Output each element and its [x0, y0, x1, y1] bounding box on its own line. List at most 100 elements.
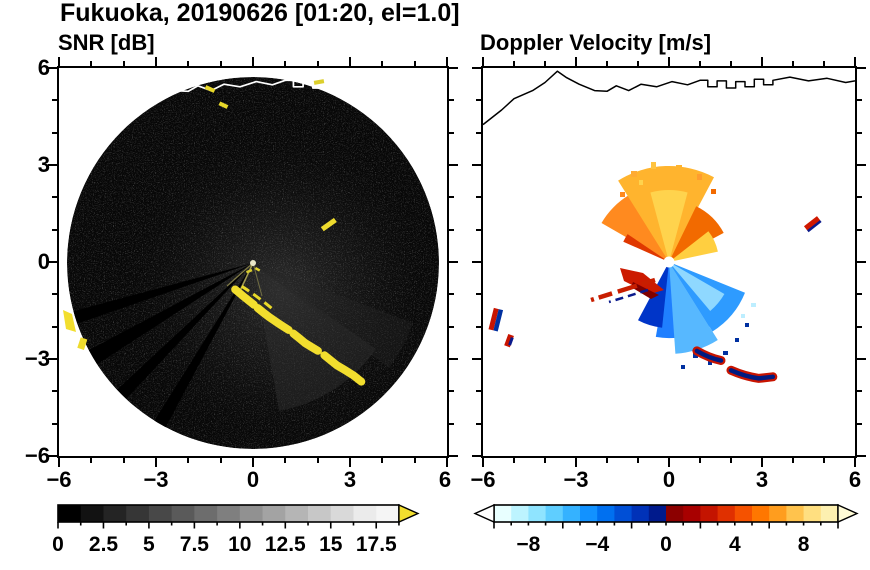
axis-tick: [349, 57, 351, 66]
axis-tick: [316, 458, 319, 463]
x-tick-label: 3: [755, 467, 769, 492]
axis-tick: [575, 458, 577, 467]
doppler-cbar-label: 8: [797, 533, 810, 556]
axis-tick: [122, 61, 125, 66]
doppler-isolated-echo-east: [803, 216, 822, 233]
axis-tick: [857, 390, 862, 393]
colorbar-segment: [217, 505, 241, 522]
snr-panel-title: SNR [dB]: [58, 30, 155, 55]
axis-tick: [48, 358, 57, 360]
axis-tick: [58, 57, 60, 66]
figure-title: Fukuoka, 20190626 [01:20, el=1.0]: [60, 0, 460, 27]
colorbar-segment: [262, 505, 286, 522]
axis-tick: [476, 196, 481, 199]
colorbar-segment: [562, 505, 581, 522]
axis-tick: [48, 164, 57, 166]
colorbar-segment: [580, 505, 598, 522]
axis-tick: [449, 131, 454, 134]
axis-tick: [219, 458, 222, 463]
axis-tick: [472, 261, 481, 263]
axis-tick: [544, 61, 546, 66]
colorbar-segment: [511, 505, 529, 522]
axis-tick: [449, 422, 454, 425]
axis-tick: [472, 67, 481, 69]
x-tick-label: −6: [470, 467, 496, 492]
axis-tick: [544, 458, 546, 463]
colorbar-overflow-arrow: [398, 503, 420, 524]
axis-tick: [449, 358, 458, 360]
axis-tick: [823, 61, 825, 66]
axis-tick: [857, 228, 862, 231]
colorbar-segment: [769, 505, 787, 522]
axis-tick: [187, 458, 190, 463]
axis-tick: [52, 228, 57, 231]
axis-tick: [699, 61, 701, 66]
axis-tick: [449, 390, 454, 393]
doppler-cbar-label: 0: [660, 533, 672, 556]
axis-tick: [472, 455, 481, 457]
axis-tick: [472, 358, 481, 360]
snr-cbar-label: 12.5: [264, 533, 306, 556]
axis-tick: [52, 422, 57, 425]
doppler-panel-title: Doppler Velocity [m/s]: [480, 30, 712, 55]
axis-tick: [284, 61, 287, 66]
axis-tick: [52, 293, 57, 296]
axis-tick: [449, 455, 458, 457]
doppler-aliased-arc-echoes: [692, 346, 778, 383]
axis-tick: [52, 390, 57, 393]
colorbar-segment: [239, 505, 263, 522]
axis-tick: [476, 131, 481, 134]
x-tick-label: 3: [343, 467, 357, 492]
colorbar-segment: [666, 505, 684, 522]
colorbar-segment: [820, 505, 839, 522]
axis-tick: [606, 458, 608, 463]
colorbar-segment: [148, 505, 173, 522]
axis-tick: [449, 196, 454, 199]
y-tick-label: 3: [37, 152, 50, 177]
colorbar-segment: [103, 505, 127, 522]
colorbar-segment: [171, 505, 195, 522]
doppler-positive-fan: [601, 162, 724, 262]
axis-tick: [792, 61, 794, 66]
doppler-red-patch-west: [590, 268, 664, 304]
colorbar-underflow-arrow: [473, 503, 495, 524]
axis-tick: [316, 61, 319, 66]
axis-tick: [476, 293, 481, 296]
colorbar-segment: [683, 505, 701, 522]
colorbar-segment: [285, 505, 309, 522]
colorbar-segment: [494, 505, 512, 522]
axis-tick: [52, 196, 57, 199]
axis-tick: [90, 458, 93, 463]
colorbar-segment: [126, 505, 150, 522]
colorbar-segment: [58, 505, 82, 522]
axis-tick: [857, 455, 866, 457]
axis-tick: [761, 57, 763, 66]
doppler-cbar-label: 4: [728, 533, 741, 556]
axis-tick: [668, 57, 670, 66]
axis-tick: [472, 164, 481, 166]
axis-tick: [857, 99, 862, 102]
y-tick-label: 6: [37, 55, 50, 80]
x-tick-label: 6: [438, 467, 452, 492]
axis-tick: [792, 458, 794, 463]
x-tick-label: −3: [563, 467, 589, 492]
colorbar-segment: [631, 505, 650, 522]
doppler-cbar-label: −4: [585, 533, 610, 556]
axis-tick: [857, 261, 866, 263]
colorbar-segment: [194, 505, 218, 522]
colorbar-segment: [376, 505, 400, 522]
doppler-colorbar: [470, 503, 870, 532]
axis-tick: [155, 57, 157, 66]
x-tick-label: 6: [848, 467, 862, 492]
axis-tick: [155, 458, 157, 467]
x-tick-label: −6: [46, 467, 72, 492]
radar-center-gap: [663, 256, 675, 268]
doppler-west-edge-echoes: [488, 307, 514, 348]
axis-tick: [252, 458, 254, 467]
snr-cbar-label: 5: [143, 533, 155, 556]
axis-tick: [606, 61, 608, 66]
axis-tick: [449, 67, 458, 69]
axis-tick: [381, 61, 384, 66]
axis-tick: [349, 458, 351, 467]
